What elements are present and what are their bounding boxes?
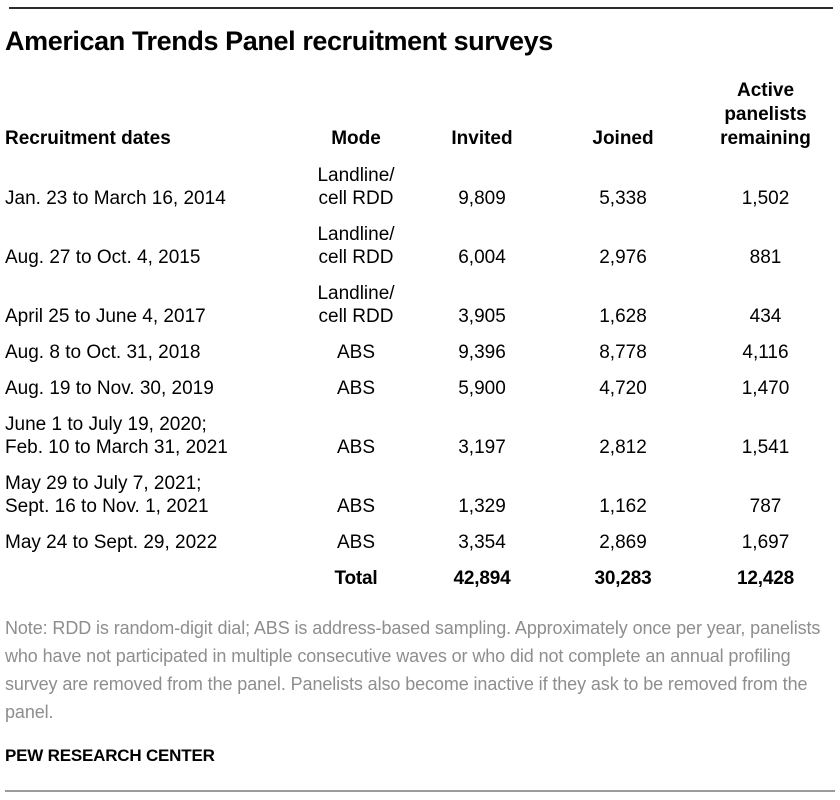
source-attribution: PEW RESEARCH CENTER bbox=[5, 746, 215, 765]
remaining-cell: 1,502 bbox=[741, 188, 790, 209]
table-row: May 24 to Sept. 29, 2022 ABS 3,354 2,869… bbox=[5, 518, 837, 554]
invited-cell: 9,809 bbox=[458, 188, 506, 209]
table-row: May 29 to July 7, 2021; Sept. 16 to Nov.… bbox=[5, 459, 837, 518]
top-rule bbox=[9, 7, 833, 9]
total-remaining: 12,428 bbox=[737, 568, 794, 589]
mode-cell: ABS bbox=[336, 437, 376, 458]
remaining-cell: 1,697 bbox=[741, 532, 790, 553]
dates-cell: Jan. 23 to March 16, 2014 bbox=[5, 188, 226, 209]
recruitment-table: Recruitment dates Mode Invited Joined Ac… bbox=[5, 61, 837, 590]
table-body: Jan. 23 to March 16, 2014 Landline/ cell… bbox=[5, 151, 837, 590]
invited-cell: 1,329 bbox=[458, 496, 506, 517]
dates-cell: Aug. 8 to Oct. 31, 2018 bbox=[5, 342, 201, 363]
total-joined: 30,283 bbox=[594, 568, 652, 589]
joined-cell: 8,778 bbox=[599, 342, 647, 363]
dates-cell: Aug. 19 to Nov. 30, 2019 bbox=[5, 378, 214, 399]
table-row: Jan. 23 to March 16, 2014 Landline/ cell… bbox=[5, 151, 837, 210]
dates-cell: April 25 to June 4, 2017 bbox=[5, 306, 206, 327]
invited-cell: 3,354 bbox=[458, 532, 506, 553]
table-row: Aug. 19 to Nov. 30, 2019 ABS 5,900 4,720… bbox=[5, 364, 837, 400]
remaining-cell: 881 bbox=[749, 247, 782, 268]
mode-cell: ABS bbox=[336, 342, 376, 363]
invited-cell: 6,004 bbox=[458, 247, 506, 268]
dates-cell: Aug. 27 to Oct. 4, 2015 bbox=[5, 247, 201, 268]
table-row: Aug. 8 to Oct. 31, 2018 ABS 9,396 8,778 … bbox=[5, 328, 837, 364]
table-row: Aug. 27 to Oct. 4, 2015 Landline/ cell R… bbox=[5, 210, 837, 269]
mode-cell: ABS bbox=[336, 496, 376, 517]
joined-cell: 2,976 bbox=[599, 247, 647, 268]
page-title: American Trends Panel recruitment survey… bbox=[5, 26, 553, 56]
mode-cell: Landline/ cell RDD bbox=[317, 165, 395, 209]
invited-cell: 5,900 bbox=[458, 378, 506, 399]
invited-cell: 9,396 bbox=[458, 342, 506, 363]
remaining-cell: 4,116 bbox=[742, 342, 789, 363]
total-row: Total 42,894 30,283 12,428 bbox=[5, 554, 837, 590]
joined-cell: 1,628 bbox=[599, 306, 647, 327]
dates-cell: June 1 to July 19, 2020; Feb. 10 to Marc… bbox=[5, 414, 228, 458]
joined-cell: 1,162 bbox=[599, 496, 647, 517]
mode-cell: Landline/ cell RDD bbox=[317, 224, 395, 268]
joined-cell: 4,720 bbox=[599, 378, 647, 399]
remaining-cell: 787 bbox=[749, 496, 782, 517]
total-invited: 42,894 bbox=[453, 568, 511, 589]
header-active-panelists-remaining: Active panelists remaining bbox=[720, 80, 811, 149]
joined-cell: 5,338 bbox=[599, 188, 647, 209]
invited-cell: 3,197 bbox=[458, 437, 506, 458]
table-header: Recruitment dates Mode Invited Joined Ac… bbox=[5, 61, 837, 151]
table-row: June 1 to July 19, 2020; Feb. 10 to Marc… bbox=[5, 400, 837, 459]
header-row: Recruitment dates Mode Invited Joined Ac… bbox=[5, 61, 837, 151]
header-recruitment-dates: Recruitment dates bbox=[5, 128, 171, 149]
header-joined: Joined bbox=[592, 128, 654, 149]
remaining-cell: 1,541 bbox=[741, 437, 790, 458]
header-invited: Invited bbox=[451, 128, 513, 149]
joined-cell: 2,812 bbox=[599, 437, 647, 458]
remaining-cell: 434 bbox=[749, 306, 782, 327]
joined-cell: 2,869 bbox=[599, 532, 647, 553]
header-mode: Mode bbox=[331, 128, 381, 149]
total-label: Total bbox=[334, 568, 378, 589]
dates-cell: May 29 to July 7, 2021; Sept. 16 to Nov.… bbox=[5, 473, 209, 517]
mode-cell: ABS bbox=[336, 532, 376, 553]
invited-cell: 3,905 bbox=[458, 306, 506, 327]
table-row: April 25 to June 4, 2017 Landline/ cell … bbox=[5, 269, 837, 328]
mode-cell: Landline/ cell RDD bbox=[317, 283, 395, 327]
bottom-rule bbox=[5, 790, 835, 792]
mode-cell: ABS bbox=[336, 378, 376, 399]
dates-cell: May 24 to Sept. 29, 2022 bbox=[5, 532, 218, 553]
total-empty-cell bbox=[5, 554, 300, 590]
footnote: Note: RDD is random-digit dial; ABS is a… bbox=[5, 618, 821, 722]
remaining-cell: 1,470 bbox=[741, 378, 790, 399]
